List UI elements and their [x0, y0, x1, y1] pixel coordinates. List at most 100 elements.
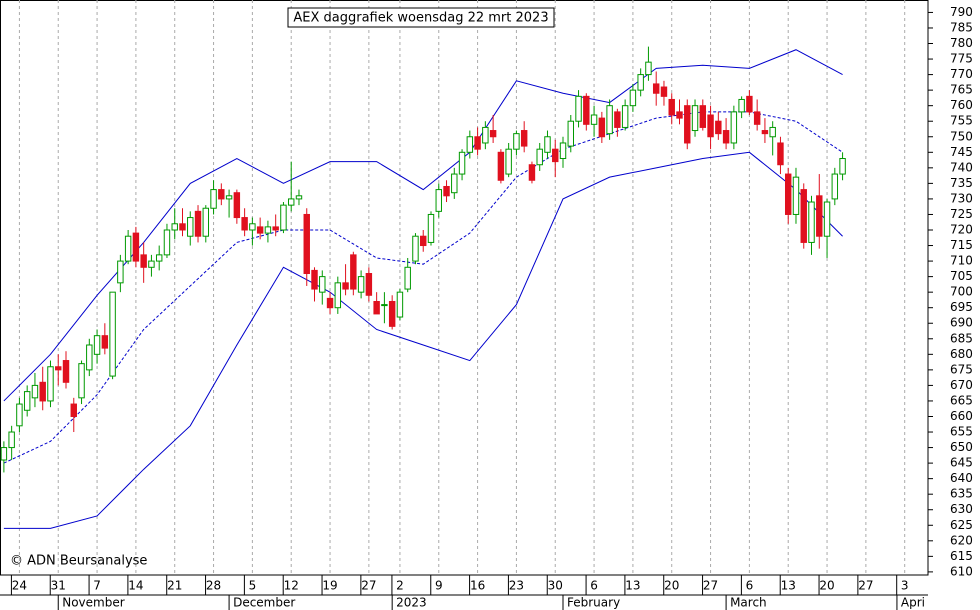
y-tick-label: 780: [950, 36, 973, 50]
candle-body: [590, 114, 598, 125]
candle-body: [350, 254, 357, 290]
candle-body: [474, 136, 481, 150]
candle-body: [730, 111, 738, 144]
x-tick-label: 24: [12, 579, 27, 593]
candle-body: [132, 232, 140, 262]
candle-body: [583, 95, 590, 125]
title-box: [287, 7, 555, 28]
y-tick-label: 715: [950, 238, 973, 252]
candle-body: [117, 260, 124, 284]
bollinger-band: [3, 151, 843, 529]
candle-body: [381, 304, 388, 307]
x-tick-label: 6: [746, 579, 754, 593]
candle-body: [753, 111, 761, 125]
candle-body: [388, 300, 396, 327]
candle-body: [497, 151, 505, 181]
candle-body: [513, 133, 520, 150]
y-tick-label: 660: [950, 409, 973, 423]
candle-body: [264, 226, 272, 234]
y-tick-label: 690: [950, 316, 973, 330]
y-tick-label: 700: [950, 285, 973, 299]
candle-body: [396, 291, 404, 318]
candle-body: [722, 130, 730, 144]
candle-body: [39, 381, 46, 402]
y-tick-label: 615: [950, 549, 973, 563]
candle-body: [311, 269, 318, 290]
y-tick-label: 655: [950, 425, 973, 439]
candle-body: [660, 86, 668, 97]
candle-body: [707, 114, 714, 138]
y-tick-label: 730: [950, 191, 973, 205]
candle-body: [699, 105, 707, 128]
candle-body: [435, 189, 442, 212]
candle-body: [520, 130, 528, 147]
x-tick-label: 6: [590, 579, 598, 593]
candle-body: [47, 366, 54, 402]
candle-body: [256, 226, 264, 234]
x-tick-label: 13: [625, 579, 640, 593]
candle-body: [194, 210, 202, 237]
candle-body: [598, 117, 606, 138]
bollinger-band: [3, 111, 843, 464]
y-tick-label: 765: [950, 83, 973, 97]
candle-body: [179, 223, 186, 231]
candle-body: [23, 391, 31, 411]
candle-body: [31, 384, 39, 399]
candle-body: [101, 335, 109, 349]
candle-body: [148, 260, 155, 268]
candle-body: [761, 130, 769, 135]
candle-body: [365, 273, 373, 296]
candle-body: [155, 254, 163, 262]
candle-body: [249, 223, 256, 231]
candle-body: [357, 276, 365, 293]
y-tick-label: 735: [950, 176, 973, 190]
candle-body: [715, 120, 722, 135]
y-tick-label: 630: [950, 502, 973, 516]
y-tick-label: 685: [950, 331, 973, 345]
x-tick-label: 30: [548, 579, 563, 593]
candle-body: [451, 173, 458, 194]
month-label: 2023: [396, 596, 427, 610]
candle-body: [187, 217, 194, 237]
candle-body: [800, 189, 807, 243]
candle-body: [684, 105, 691, 144]
candle-body: [202, 207, 210, 237]
y-tick-label: 785: [950, 20, 973, 34]
x-tick-label: 20: [664, 579, 679, 593]
candle-body: [777, 142, 784, 166]
candle-body: [443, 185, 450, 197]
y-tick-label: 750: [950, 129, 973, 143]
y-tick-label: 790: [950, 5, 973, 19]
y-tick-label: 740: [950, 160, 973, 174]
plot-frame: [0, 0, 929, 576]
candle-body: [668, 98, 675, 116]
x-tick-label: 23: [509, 579, 524, 593]
month-label: November: [62, 596, 124, 610]
candle-body: [171, 223, 178, 231]
candle-body: [427, 213, 435, 243]
candle-body: [272, 226, 279, 231]
y-tick-label: 745: [950, 145, 973, 159]
y-tick-label: 710: [950, 254, 973, 268]
candle-body: [163, 229, 171, 256]
candle-body: [823, 201, 831, 237]
candle-body: [839, 158, 846, 175]
y-tick-label: 625: [950, 518, 973, 532]
candle-body: [652, 83, 660, 94]
candle-body: [326, 297, 334, 309]
candle-body: [784, 173, 792, 215]
candle-body: [287, 198, 295, 206]
y-tick-label: 725: [950, 207, 973, 221]
y-tick-label: 635: [950, 487, 973, 501]
month-label: March: [730, 596, 767, 610]
candle-body: [124, 235, 132, 262]
candle-body: [559, 142, 567, 160]
candle-body: [792, 176, 800, 215]
candle-body: [78, 363, 85, 399]
candle-body: [738, 98, 745, 113]
candle-body: [86, 344, 93, 371]
candle-body: [769, 126, 776, 138]
candle-body: [303, 213, 310, 275]
candle-body: [280, 204, 287, 231]
